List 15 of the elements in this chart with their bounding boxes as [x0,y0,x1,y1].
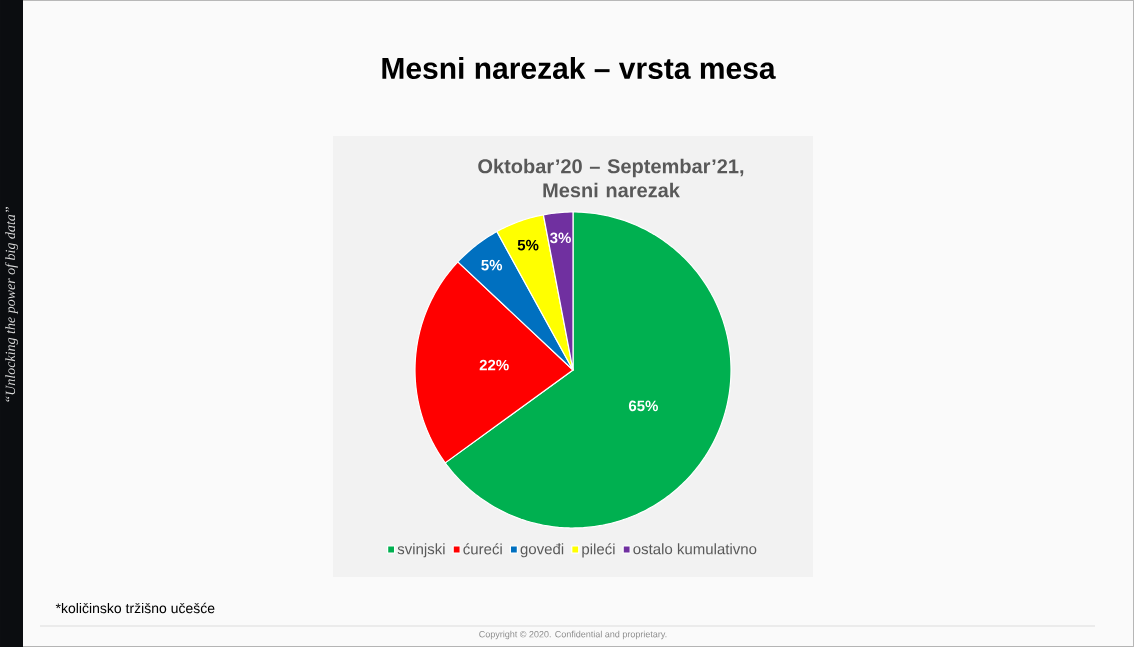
data-label: 22% [479,359,509,371]
legend-label: ćureći [463,543,502,555]
legend-label: svinjski [397,543,445,558]
legend-label: pileći [582,543,615,558]
chart-subtitle: Oktobar’20 – Septembar’21, Mesni narezak [478,158,744,198]
data-label: 3% [550,232,571,244]
text: *količinsko tržišno učešće [55,602,215,614]
data-label: 65% [628,400,658,412]
data-label: 5% [481,259,503,271]
legend-label: goveđi [520,543,564,558]
chart-title: Mesni narezak – vrsta mesa [382,56,776,80]
text: “Unlocking the power of big data” [5,207,18,402]
data-label: 5% [517,239,539,251]
text: Copyright © 2020. Confidential and proprietary. [479,630,667,640]
legend-label: ostalo kumulativno [633,543,757,555]
